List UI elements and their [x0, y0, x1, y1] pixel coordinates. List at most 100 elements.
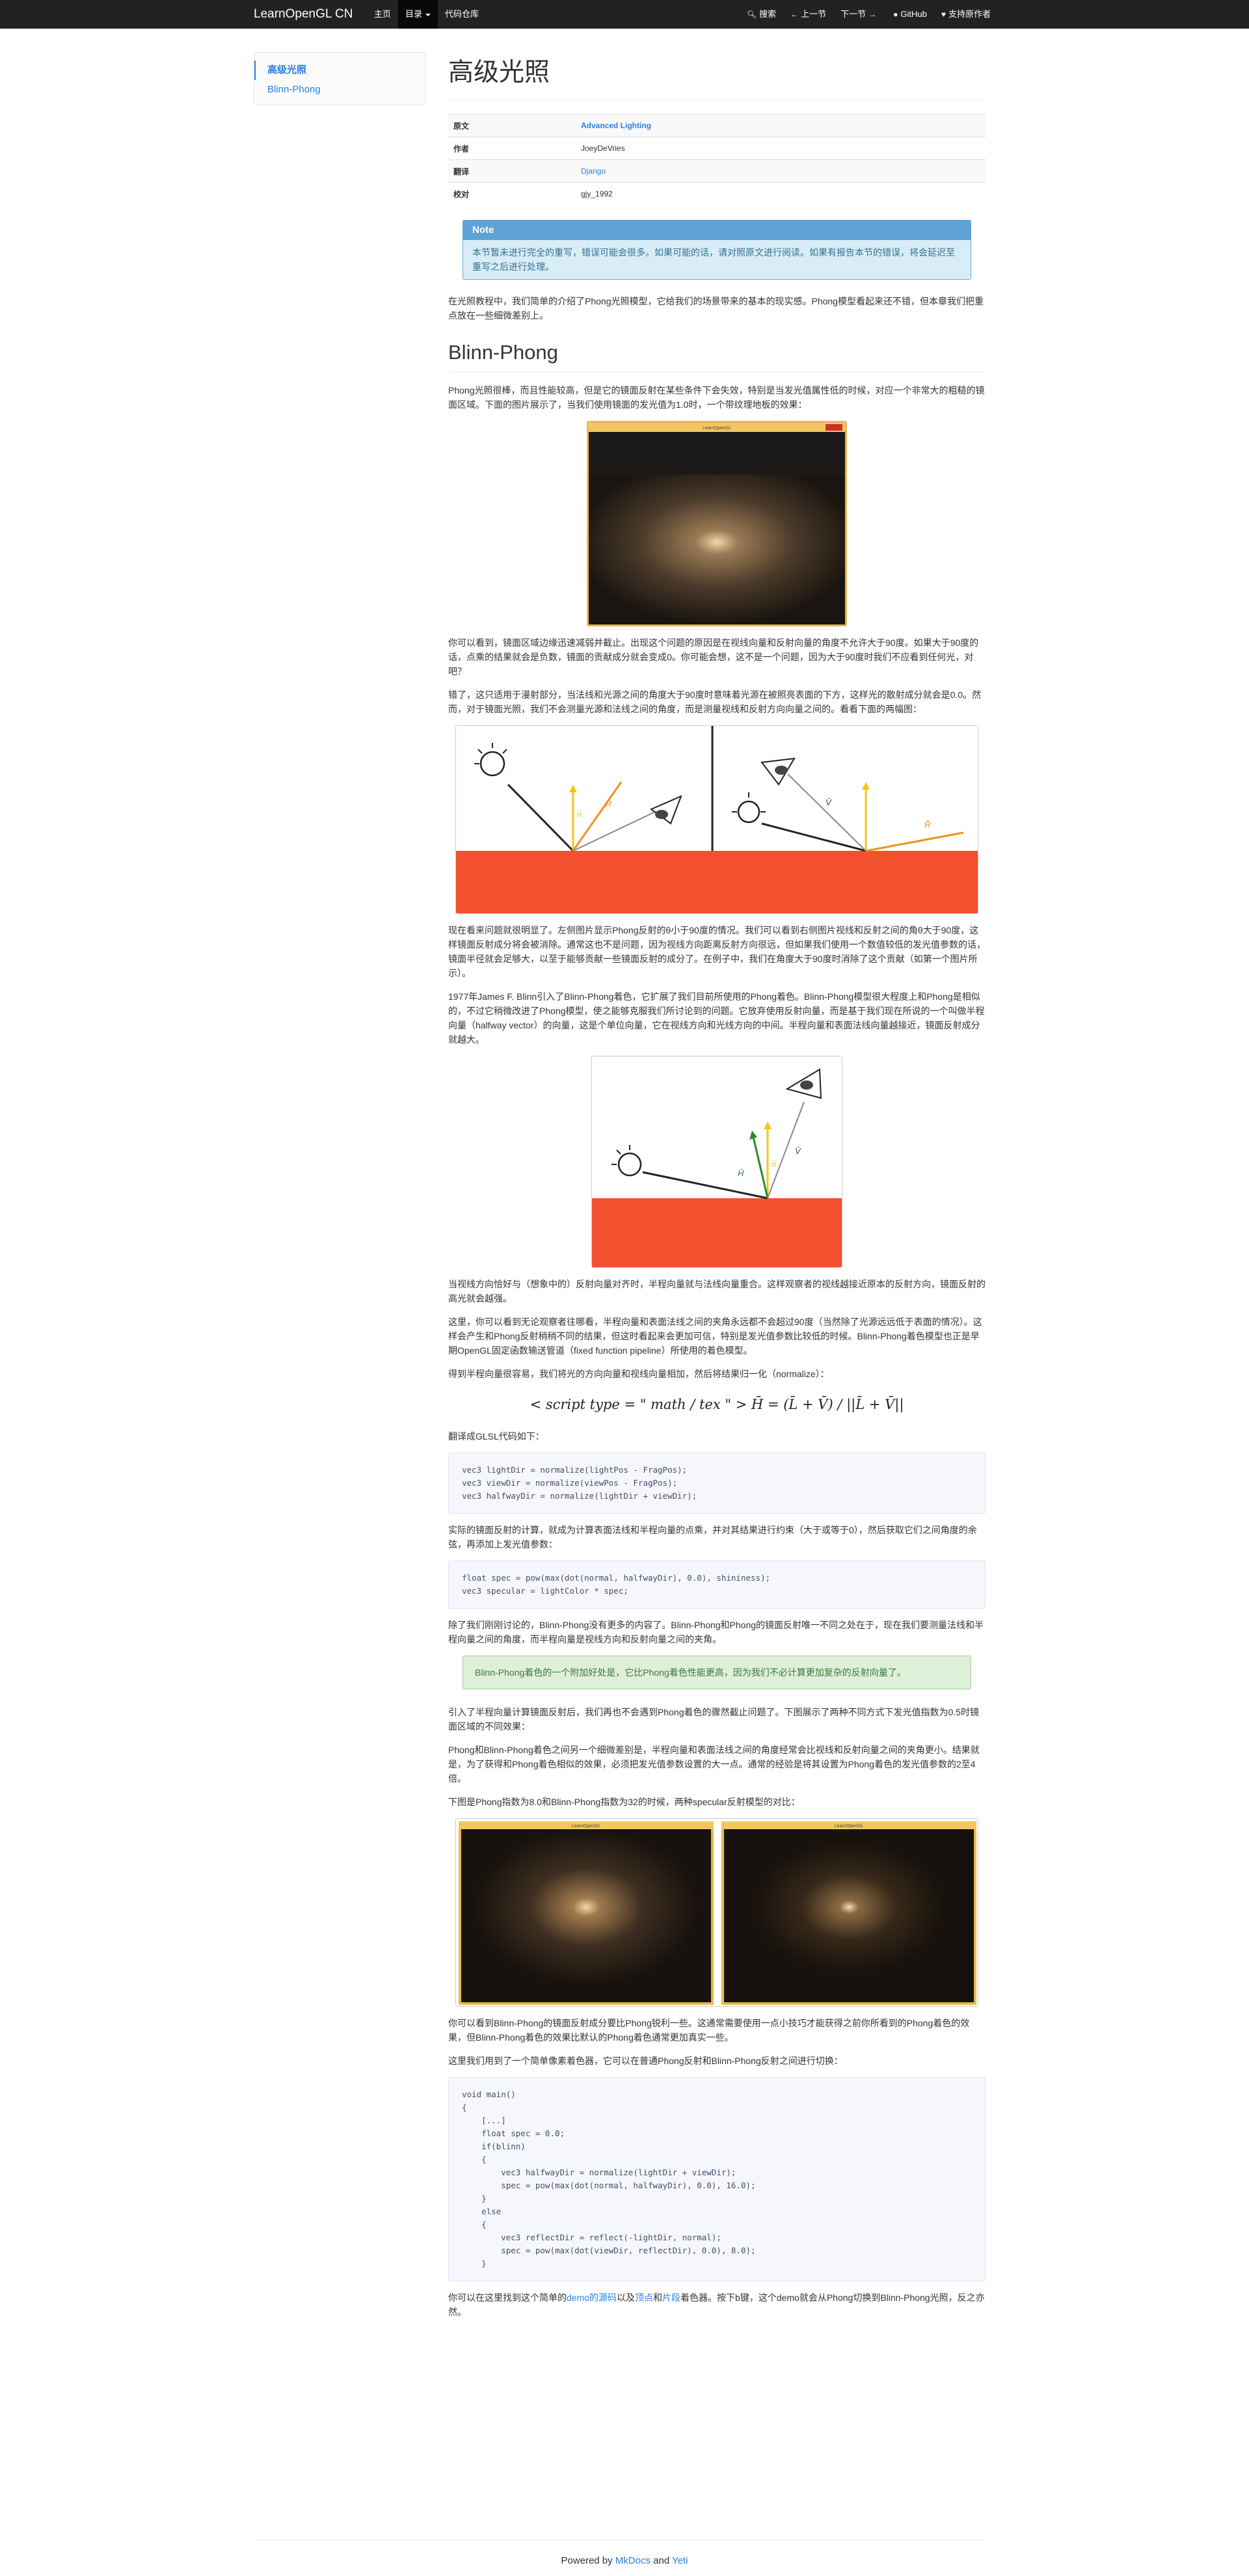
arrow-left-icon: ← [790, 10, 799, 19]
window-close-button [826, 423, 842, 431]
halfway-label: H̄ [738, 1168, 744, 1178]
meta-value-translator-link[interactable]: Django [576, 159, 986, 183]
meta-value-original-link[interactable]: Advanced Lighting [576, 114, 986, 137]
lightbulb-icon [737, 800, 760, 823]
paragraph: 你可以看到Blinn-Phong的镜面反射成分要比Phong锐利一些。这通常需要… [448, 2017, 970, 2043]
nav-repo-label: 代码仓库 [445, 9, 479, 19]
section-heading: Blinn-Phong [448, 337, 986, 373]
code-line: [...] [462, 2115, 506, 2125]
blinn-render-window: LearnOpenGL [721, 1821, 976, 2005]
halfway-vector-diagram: n̄ H̄ V̄ [591, 1055, 842, 1268]
nav-left: 主页 目录 代码仓库 [367, 0, 486, 29]
text: 和 [653, 2292, 663, 2303]
right-diagram: R̄ V̄ [732, 757, 964, 852]
view-label: V̄ [826, 798, 832, 807]
sidebar-item-blinn-phong[interactable]: Blinn-Phong [267, 84, 321, 95]
note-box: Note 本节暂未进行完全的重写，错误可能会很多。如果可能的话，请对照原文进行阅… [463, 219, 971, 280]
sidebar-item-advanced-lighting[interactable]: 高级光照 [254, 60, 425, 80]
code-block: float spec = pow(max(dot(normal, halfway… [448, 1560, 986, 1609]
code-line: void main() [462, 2089, 516, 2099]
nav-home-label: 主页 [374, 9, 392, 19]
floor-render-image: LearnOpenGL [589, 422, 845, 624]
paragraph: Phong和Blinn-Phong着色之间另一个细微差别是，半程向量和表面法线之… [448, 1744, 980, 1784]
code-line: vec3 reflectDir = reflect(-lightDir, nor… [462, 2232, 721, 2242]
paragraph: Phong光照很棒，而且性能较高，但是它的镜面反射在某些条件下会失效，特别是当发… [448, 384, 985, 410]
eye-icon [785, 1067, 822, 1099]
meta-key: 作者 [448, 137, 576, 160]
phong-angle-diagram: n̄ R̄ R̄ V̄ [455, 725, 978, 914]
diagram-svg: n̄ H̄ V̄ [592, 1056, 842, 1267]
demo-source-link[interactable]: demo的源码 [567, 2292, 617, 2303]
vertex-shader-link[interactable]: 顶点 [635, 2292, 654, 2303]
nav-github[interactable]: ● GitHub [886, 0, 934, 29]
code-block: void main() { [...] float spec = 0.0; if… [448, 2076, 986, 2281]
text: 着色器。按下b键，这个demo就会从Phong切换到Blinn-Phong光照，… [448, 2292, 985, 2317]
paragraph: 除了我们刚刚讨论的，Blinn-Phong没有更多的内容了。Blinn-Phon… [448, 1619, 984, 1644]
main-content: 高级光照 原文 Advanced Lighting 作者 JoeyDeVries 翻… [448, 52, 986, 2328]
left-diagram: n̄ R̄ [474, 742, 682, 852]
heart-icon: ♥ [941, 10, 946, 19]
phong-render-window: LearnOpenGL [459, 1821, 714, 2005]
meta-key: 原文 [448, 114, 576, 137]
code-block: vec3 lightDir = normalize(lightPos - Fra… [448, 1452, 986, 1514]
caret-down-icon [425, 13, 431, 16]
nav-right: 🔍︎ 搜索 ← 上一节 下一节 → ● GitHub ♥ 支持原作者 [740, 0, 998, 29]
nav-search[interactable]: 🔍︎ 搜索 [740, 0, 783, 29]
halfway-formula: < script type = " math / tex " > H̄ = (L… [530, 1396, 904, 1412]
code-line: else [462, 2206, 502, 2216]
text: 以及 [617, 2292, 636, 2303]
table-row: 原文 Advanced Lighting [448, 114, 986, 137]
nav-support[interactable]: ♥ 支持原作者 [934, 0, 998, 29]
note-body: 本节暂未进行完全的重写，错误可能会很多。如果可能的话，请对照原文进行阅读。如果有… [472, 247, 955, 272]
paragraph: 错了，这只适用于漫射部分，当法线和光源之间的角度大于90度时意味着光源在被照亮表… [448, 689, 982, 714]
footer: Powered by MkDocs and Yeti [0, 2555, 1249, 2566]
nav-repo[interactable]: 代码仓库 [438, 0, 486, 29]
paragraph: 实际的镜面反射的计算，就成为计算表面法线和半程向量的点乘，并对其结果进行约束（大… [448, 1524, 977, 1550]
paragraph: 翻译成GLSL代码如下： [448, 1430, 544, 1442]
sidebar-toc: 高级光照 Blinn-Phong [254, 52, 425, 105]
surface-floor [592, 1198, 842, 1267]
paragraph: 得到半程向量很容易，我们将光的方向向量和视线向量相加，然后将结果归一化（norm… [448, 1368, 829, 1379]
reflect-label: R̄ [606, 799, 611, 809]
nav-github-label: GitHub [900, 9, 927, 19]
code-line: { [462, 2219, 487, 2229]
code-line: vec3 halfwayDir = normalize(lightDir + v… [462, 2167, 736, 2177]
code-line: { [462, 2154, 487, 2164]
paragraph: 这里我们用到了一个简单像素着色器，它可以在普通Phong反射和Blinn-Pho… [448, 2055, 843, 2066]
window-title: LearnOpenGL [835, 1824, 863, 1829]
lightbulb-icon [479, 751, 505, 776]
text: 你可以在这里找到这个简单的 [448, 2292, 567, 2303]
code-line: { [462, 2102, 467, 2112]
reflect-label: R̄ [924, 820, 930, 829]
meta-value: JoeyDeVries [576, 137, 986, 160]
code-line: } [462, 2258, 487, 2268]
fragment-shader-link[interactable]: 片段 [662, 2292, 681, 2303]
nav-next-label: 下一节 [840, 9, 866, 19]
paragraph: 下图是Phong指数为8.0和Blinn-Phong指数为32的时候，两种spe… [448, 1796, 800, 1807]
normal-label: n̄ [772, 1159, 776, 1169]
navbar: LearnOpenGL CN 主页 目录 代码仓库 🔍︎ 搜索 ← 上一节 下一节 →… [0, 0, 1249, 29]
meta-key: 翻译 [448, 159, 576, 183]
footer-prefix: Powered by [561, 2555, 615, 2566]
footer-and: and [650, 2555, 673, 2566]
yeti-link[interactable]: Yeti [672, 2555, 688, 2566]
mkdocs-link[interactable]: MkDocs [615, 2555, 651, 2566]
nav-next[interactable]: 下一节 → [833, 0, 886, 29]
normal-label: n̄ [577, 809, 582, 819]
note-title: Note [463, 220, 971, 240]
github-icon: ● [893, 10, 898, 19]
code-line: vec3 viewDir = normalize(viewPos - FragP… [462, 1477, 678, 1488]
intro-paragraph: 在光照教程中，我们简单的介绍了Phong光照模型，它给我们的场景带来的基本的现实… [448, 295, 984, 321]
nav-toc-dropdown[interactable]: 目录 [398, 0, 438, 29]
phong-blinn-comparison-figure: LearnOpenGL LearnOpenGL [455, 1818, 978, 2007]
window-title: LearnOpenGL [703, 426, 731, 431]
brand-link[interactable]: LearnOpenGL CN [254, 7, 353, 21]
code-line: vec3 specular = lightColor * spec; [462, 1585, 628, 1596]
nav-home[interactable]: 主页 [367, 0, 398, 29]
nav-toc-label: 目录 [405, 9, 423, 19]
closing-paragraph: 你可以在这里找到这个简单的demo的源码以及顶点和片段着色器。按下b键，这个de… [448, 2290, 986, 2319]
lightbulb-icon [617, 1152, 642, 1176]
nav-prev[interactable]: ← 上一节 [783, 0, 833, 29]
success-callout: Blinn-Phong着色的一个附加好处是，它比Phong着色性能更高，因为我们… [463, 1655, 971, 1689]
table-row: 校对 gjy_1992 [448, 182, 986, 206]
